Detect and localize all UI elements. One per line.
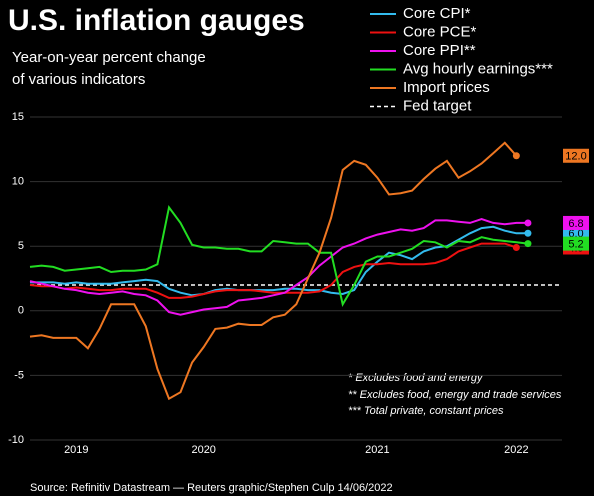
footnote: ** Excludes food, energy and trade servi… bbox=[348, 389, 562, 401]
value-label-box bbox=[563, 236, 589, 251]
end-dot bbox=[512, 243, 520, 251]
legend-label: Core PCE* bbox=[403, 23, 477, 40]
y-tick-label: 5 bbox=[18, 240, 24, 252]
x-tick-label: 2022 bbox=[504, 444, 528, 456]
end-dot bbox=[524, 219, 532, 227]
end-dot bbox=[524, 229, 532, 237]
footnote: * Excludes food and energy bbox=[348, 372, 484, 384]
value-label-box bbox=[563, 215, 589, 230]
value-label-box bbox=[563, 148, 589, 163]
footnote: *** Total private, constant prices bbox=[348, 405, 504, 417]
source: Source: Refinitiv Datastream — Reuters g… bbox=[30, 482, 393, 494]
legend-label: Import prices bbox=[403, 79, 490, 96]
legend-label: Core PPI** bbox=[403, 42, 476, 59]
end-dot bbox=[524, 240, 532, 248]
legend-label: Fed target bbox=[403, 97, 472, 114]
y-tick-label: -10 bbox=[8, 434, 24, 446]
value-label: 5.2 bbox=[568, 239, 583, 251]
x-tick-label: 2019 bbox=[64, 444, 88, 456]
series-line bbox=[29, 205, 529, 307]
legend-label: Core CPI* bbox=[403, 5, 471, 22]
y-tick-label: -5 bbox=[14, 369, 24, 381]
subtitle: Year-on-year percent change bbox=[12, 49, 206, 66]
y-tick-label: 10 bbox=[12, 176, 24, 188]
subtitle: of various indicators bbox=[12, 71, 145, 88]
x-tick-label: 2021 bbox=[365, 444, 389, 456]
chart-title: U.S. inflation gauges bbox=[8, 4, 305, 37]
legend-label: Avg hourly earnings*** bbox=[403, 60, 553, 77]
y-tick-label: 0 bbox=[18, 305, 24, 317]
series-line bbox=[29, 218, 528, 316]
value-label: 6.8 bbox=[568, 218, 583, 230]
value-label: 12.0 bbox=[565, 151, 586, 163]
series-line bbox=[29, 141, 518, 401]
series-line bbox=[29, 242, 517, 299]
y-tick-label: 15 bbox=[12, 111, 24, 123]
end-dot bbox=[512, 152, 520, 160]
x-tick-label: 2020 bbox=[191, 444, 215, 456]
